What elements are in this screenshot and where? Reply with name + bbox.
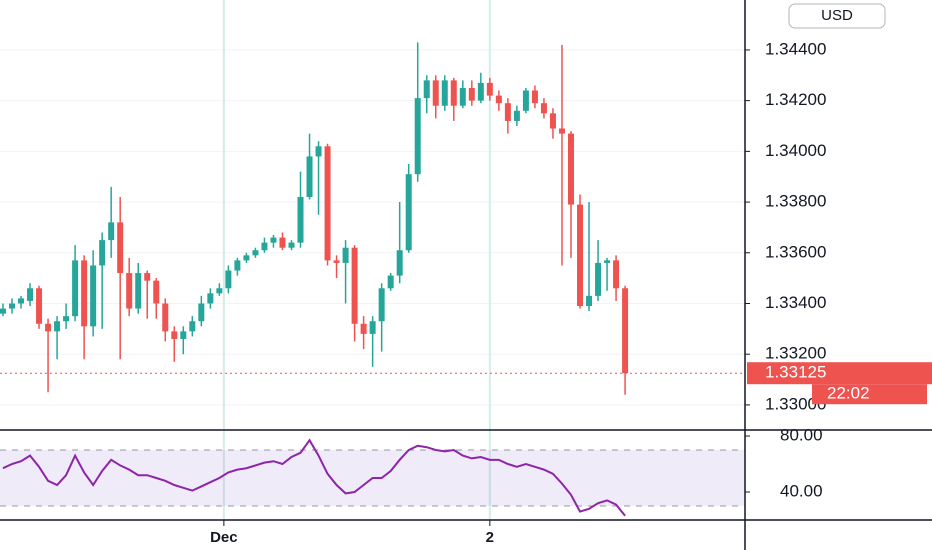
candle-body (306, 156, 313, 197)
candle-body (333, 260, 340, 263)
candle-body (423, 80, 430, 99)
countdown-box (812, 384, 927, 405)
candle-body (468, 87, 475, 101)
candle-body (45, 323, 52, 332)
candle-body (540, 103, 547, 114)
currency-box[interactable] (788, 3, 886, 29)
candle-body (604, 260, 611, 263)
candle-body (477, 82, 484, 101)
candle-body (270, 237, 277, 243)
candle-body (108, 222, 115, 241)
candle-body (27, 288, 34, 301)
candle-body (99, 240, 106, 266)
candle-body (162, 303, 169, 332)
y-tick-label: 40.00 (780, 481, 823, 500)
candle-body (567, 133, 574, 205)
candle-body (198, 303, 205, 322)
candle-body (414, 98, 421, 175)
candle-body (297, 196, 304, 243)
candle-body (558, 128, 565, 134)
candle-body (135, 273, 142, 309)
y-tick-label: 1.33800 (765, 192, 826, 211)
candle-body (8, 303, 15, 309)
candle-body (279, 237, 286, 248)
candle-body (387, 275, 394, 289)
candle-body (586, 295, 593, 307)
candle-body (342, 247, 349, 263)
y-tick-label: 1.33400 (765, 293, 826, 312)
countdown: 22:02 (827, 384, 870, 403)
candle-body (90, 265, 97, 327)
candle-body (378, 288, 385, 322)
candle-body (117, 222, 124, 274)
candle-body (171, 331, 178, 339)
candle-body (18, 298, 25, 304)
candle-body (243, 255, 250, 261)
candle-body (441, 80, 448, 106)
candle-body (234, 260, 241, 271)
candle-body (189, 321, 196, 332)
candle-body (405, 174, 412, 251)
candle-body (432, 80, 439, 106)
candle-body (63, 316, 70, 322)
candle-body (531, 90, 538, 104)
candle-body (72, 260, 79, 317)
candle-body (225, 270, 232, 289)
candle-body (261, 242, 268, 251)
candle-body (288, 242, 295, 248)
candle-body (351, 247, 358, 324)
candle-body (216, 288, 223, 294)
candle-body (54, 321, 61, 332)
candle-body (513, 110, 520, 121)
y-tick-label: 80.00 (780, 426, 823, 445)
y-tick-label: 1.33000 (765, 394, 826, 413)
candle-body (495, 95, 502, 104)
candle-body (315, 146, 322, 157)
y-tick-label: 1.33200 (765, 344, 826, 363)
rsi-line (2, 438, 626, 517)
candle-body (613, 260, 620, 289)
candle-body (396, 250, 403, 276)
candle-body (144, 273, 151, 281)
candle-body (81, 260, 88, 327)
x-tick-label: Dec (210, 529, 238, 546)
candle-body (504, 103, 511, 121)
candle-body (522, 90, 529, 111)
candle-body (360, 323, 367, 334)
candle-body (486, 82, 493, 96)
last-price-label: 1.33125 (765, 363, 826, 382)
y-tick-label: 1.34400 (765, 39, 826, 58)
candle-body (450, 80, 457, 106)
candle-body (252, 250, 259, 256)
y-tick-label: 1.34200 (765, 90, 826, 109)
candle-body (369, 321, 376, 334)
currency[interactable]: USD (821, 7, 853, 24)
x-tick-label: 2 (486, 529, 494, 546)
candle-body (324, 146, 331, 261)
candle-body (459, 87, 466, 106)
y-tick-label: 1.33600 (765, 242, 826, 261)
candle-body (595, 262, 602, 296)
candle-body (153, 280, 160, 304)
candle-body (577, 204, 584, 307)
last-price-box (747, 362, 932, 385)
candle-body (622, 288, 629, 374)
candle-body (126, 273, 133, 309)
candle-body (0, 308, 6, 314)
candle-body (36, 288, 43, 324)
y-tick-label: 1.34000 (765, 141, 826, 160)
candle-body (549, 113, 556, 129)
candle-body (180, 331, 187, 339)
candle-body (207, 293, 214, 304)
